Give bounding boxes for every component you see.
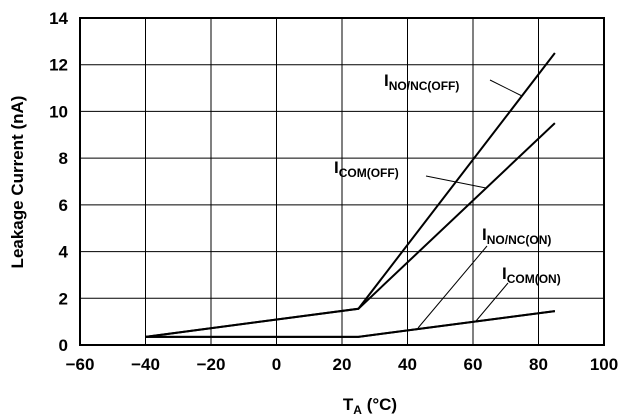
- annotation-com-off-main: I: [334, 158, 339, 177]
- annotation-com-off-sub: COM(OFF): [339, 166, 399, 180]
- annotation-leaders: [417, 79, 523, 329]
- leader-no-nc-off: [489, 79, 523, 97]
- x-tick-label: −60: [66, 355, 95, 374]
- x-tick-label: −40: [131, 355, 160, 374]
- annotation-com-off: ICOM(OFF): [334, 158, 399, 180]
- leader-com-off: [425, 175, 487, 189]
- x-tick-label: 60: [464, 355, 483, 374]
- x-tick-label: 0: [272, 355, 281, 374]
- annotation-no-nc-on: INO/NC(ON): [482, 225, 551, 247]
- x-axis-title-main: T: [343, 395, 354, 414]
- annotation-no-nc-off: INO/NC(OFF): [384, 71, 459, 93]
- annotation-com-on-main: I: [502, 264, 507, 283]
- x-tick-label: 100: [590, 355, 618, 374]
- annotation-com-on-sub: COM(ON): [507, 272, 561, 286]
- series-lines: [145, 52, 556, 338]
- series-line-com-off: [145, 122, 556, 338]
- x-tick-label: 40: [398, 355, 417, 374]
- x-tick-label: −20: [197, 355, 226, 374]
- y-axis-title: Leakage Current (nA): [8, 96, 27, 269]
- y-tick-label: 14: [49, 9, 68, 28]
- plot-frame: [79, 17, 605, 346]
- x-tick-label: 20: [333, 355, 352, 374]
- series-line-no-nc-on: [145, 310, 556, 338]
- y-tick-label: 2: [59, 289, 68, 308]
- annotation-no-nc-on-main: I: [482, 225, 487, 244]
- series-annotations: INO/NC(OFF) ICOM(OFF) INO/NC(ON) ICOM(ON…: [334, 71, 561, 286]
- y-tick-label: 8: [59, 149, 68, 168]
- tick-labels: −60 −40 −20 0 20 40 60 80 100 0 2 4 6 8 10 12 14: [49, 9, 618, 374]
- y-tick-label: 4: [59, 243, 69, 262]
- annotation-com-on: ICOM(ON): [502, 264, 561, 286]
- annotation-no-nc-off-sub: NO/NC(OFF): [389, 79, 460, 93]
- y-tick-label: 6: [59, 196, 68, 215]
- leader-com-on: [475, 282, 509, 322]
- y-tick-label: 12: [49, 56, 68, 75]
- x-tick-label: 80: [529, 355, 548, 374]
- y-tick-label: 10: [49, 102, 68, 121]
- annotation-no-nc-off-main: I: [384, 71, 389, 90]
- x-axis-title-sub: A: [353, 403, 362, 417]
- leader-no-nc-on: [417, 245, 488, 329]
- series-line-no-nc-off: [145, 52, 556, 338]
- x-axis-title-unit: (°C): [362, 395, 397, 414]
- grid-lines: [80, 18, 604, 345]
- annotation-no-nc-on-sub: NO/NC(ON): [487, 233, 552, 247]
- series-line-com-on: [145, 310, 556, 338]
- y-tick-label: 0: [59, 336, 68, 355]
- x-axis-title: TA (°C): [343, 395, 397, 417]
